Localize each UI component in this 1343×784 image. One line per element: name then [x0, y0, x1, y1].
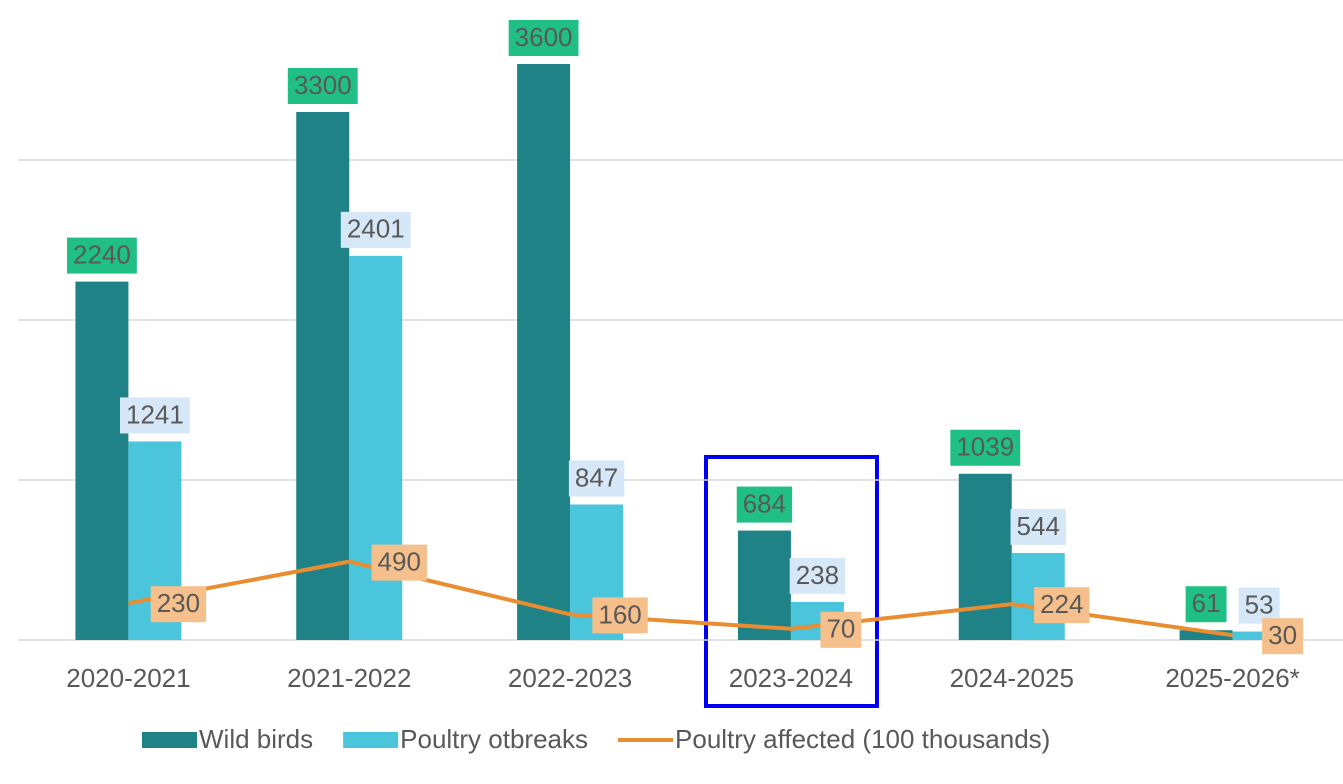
x-tick-label: 2020-2021 [66, 663, 190, 693]
data-label-text: 1039 [956, 432, 1014, 462]
x-tick-label: 2021-2022 [287, 663, 411, 693]
data-label-box [1262, 618, 1304, 655]
data-label-text: 2401 [347, 214, 405, 244]
data-label-text: 847 [575, 462, 618, 492]
data-label-box [1238, 587, 1280, 624]
data-label: 61 [1185, 586, 1227, 623]
data-label: 3600 [508, 20, 579, 56]
data-label-text: 3600 [515, 22, 573, 52]
data-label-box [340, 211, 411, 248]
data-label-box [66, 237, 137, 274]
data-label: 847 [568, 460, 625, 497]
bar [296, 112, 350, 640]
legend: Wild birds Poultry otbreaks Poultry affect… [142, 724, 1050, 754]
legend-swatch [343, 732, 399, 748]
data-label-text: 684 [743, 488, 786, 518]
bar [517, 64, 571, 640]
data-label: 160 [592, 597, 648, 634]
x-tick-label: 2024-2025 [950, 663, 1074, 693]
data-label-text: 224 [1040, 589, 1083, 619]
legend-label: Poultry otbreaks [400, 724, 588, 754]
bar [75, 281, 129, 640]
data-label: 1241 [119, 397, 190, 434]
data-label: 2401 [340, 211, 411, 248]
data-label-box [568, 460, 625, 497]
data-label-text: 61 [1192, 588, 1221, 618]
data-label-box [592, 597, 648, 634]
data-label: 53 [1238, 587, 1280, 624]
data-label-text: 230 [157, 588, 200, 618]
legend-label: Wild birds [199, 724, 313, 754]
data-label-box [119, 397, 190, 434]
bar [1179, 630, 1233, 640]
legend-label: Poultry affected (100 thousands) [675, 724, 1050, 754]
data-label-box [820, 611, 862, 648]
data-label-box [508, 20, 579, 56]
data-label-text: 2240 [73, 239, 131, 269]
data-label-box [950, 429, 1021, 466]
data-label-text: 30 [1268, 620, 1297, 650]
data-label-box [287, 68, 358, 104]
data-label-text: 1241 [126, 399, 184, 429]
x-tick-label: 2023-2024 [729, 663, 853, 693]
bar [1232, 631, 1286, 640]
data-label-box [150, 586, 207, 623]
grid [18, 159, 1343, 641]
data-label-text: 490 [378, 546, 421, 576]
highlight-box [704, 455, 879, 708]
data-label-text: 53 [1245, 589, 1274, 619]
x-tick-label: 2025-2026* [1165, 663, 1299, 693]
legend-swatch [142, 732, 197, 748]
bar [349, 255, 403, 640]
data-label-box [1010, 508, 1066, 545]
bar [737, 530, 791, 640]
data-label: 544 [1010, 508, 1066, 545]
data-label-box [736, 486, 793, 523]
data-label-box [1034, 587, 1090, 624]
x-tick-label: 2022-2023 [508, 663, 632, 693]
data-label: 490 [371, 544, 427, 581]
data-label: 3300 [287, 68, 358, 104]
data-label-box [789, 557, 846, 594]
data-label: 2240 [66, 237, 137, 274]
data-label: 70 [820, 611, 862, 648]
data-label-text: 544 [1017, 511, 1060, 541]
data-label-box [1185, 586, 1227, 623]
data-label-text: 238 [796, 560, 839, 590]
data-label: 684 [736, 486, 793, 523]
data-label: 224 [1034, 587, 1090, 624]
data-label: 238 [789, 557, 846, 594]
data-label-box [371, 544, 427, 581]
data-label: 1039 [950, 429, 1021, 466]
data-label: 230 [150, 586, 207, 623]
data-label-text: 160 [598, 599, 641, 629]
bar [958, 473, 1012, 640]
data-label-text: 70 [826, 614, 855, 644]
data-label-text: 3300 [294, 70, 352, 100]
data-label: 30 [1262, 618, 1304, 655]
